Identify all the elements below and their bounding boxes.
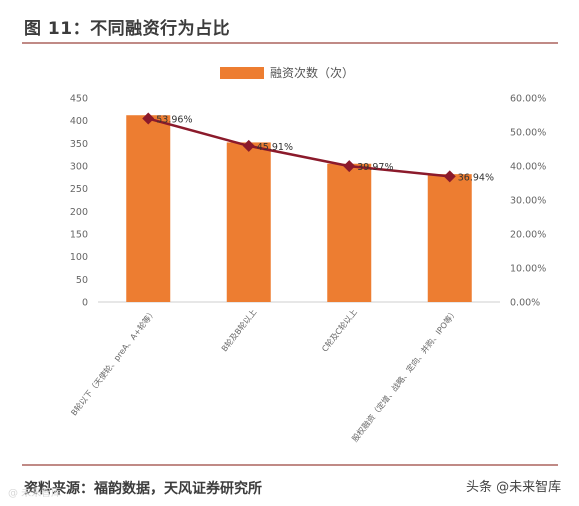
x-category-label: C轮及C轮以上 — [319, 307, 358, 353]
y-right-tick-label: 40.00% — [510, 162, 546, 173]
top-rule — [22, 42, 558, 44]
y-left-tick-label: 150 — [70, 230, 88, 241]
y-left-tick-label: 350 — [70, 139, 88, 150]
line-marker — [242, 139, 255, 152]
line-marker — [142, 112, 155, 125]
legend-label: 融资次数（次） — [270, 66, 355, 80]
source-note: 资料来源：福韵数据，天风证券研究所 — [24, 481, 262, 497]
bar — [126, 115, 171, 302]
y-left-tick-label: 450 — [70, 94, 88, 105]
y-left-tick-label: 50 — [76, 275, 88, 286]
y-left-tick-label: 400 — [70, 116, 88, 127]
legend-swatch-bar — [220, 66, 264, 79]
bottom-rule — [22, 464, 558, 466]
bar — [427, 174, 472, 302]
watermark-left: @ 未来智库 — [8, 488, 62, 499]
x-category-label: B轮及B轮以上 — [219, 307, 258, 353]
y-right-tick-label: 30.00% — [510, 196, 546, 207]
line-marker — [343, 160, 356, 173]
bar — [226, 142, 271, 302]
y-right-tick-label: 50.00% — [510, 128, 546, 139]
data-label: 39.97% — [357, 162, 393, 173]
y-left-tick-label: 250 — [70, 184, 88, 195]
data-label: 53.96% — [156, 115, 192, 126]
watermark-right: 头条 @未来智库 — [466, 480, 562, 495]
x-category-label: 股权融资（定增、战略、定向、并购、IPO等） — [350, 307, 460, 444]
y-left-tick-label: 100 — [70, 252, 88, 263]
y-left-tick-label: 300 — [70, 162, 88, 173]
bar — [327, 163, 372, 302]
y-right-tick-label: 60.00% — [510, 94, 546, 105]
figure-title: 图 11：不同融资行为占比 — [24, 19, 231, 39]
y-left-tick-label: 200 — [70, 207, 88, 218]
data-label: 45.91% — [257, 142, 293, 153]
data-label: 36.94% — [458, 172, 494, 183]
y-right-tick-label: 20.00% — [510, 230, 546, 241]
y-right-tick-label: 10.00% — [510, 264, 546, 275]
x-category-label: B轮以下（天使轮、preA、A+轮等） — [69, 307, 158, 417]
ratio-line — [147, 117, 450, 178]
y-right-tick-label: 0.00% — [510, 298, 540, 309]
y-left-tick-label: 0 — [82, 298, 88, 309]
chart-legend: 融资次数（次） — [220, 64, 354, 81]
line-marker — [443, 170, 456, 183]
